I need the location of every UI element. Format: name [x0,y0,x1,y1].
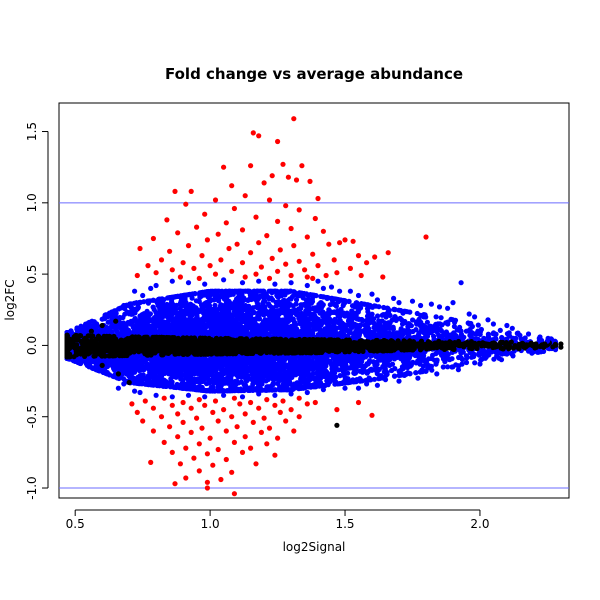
data-point [474,331,480,337]
data-point [469,323,475,330]
data-point [447,357,453,363]
data-point [437,321,443,327]
data-point [413,370,419,376]
data-point [514,330,520,336]
data-point [293,301,299,307]
data-point [91,319,97,325]
data-point [478,326,484,333]
data-point [461,334,467,340]
data-point [451,330,457,336]
data-point [429,367,435,373]
data-point [475,322,481,328]
data-point [151,307,157,313]
chart-title: Fold change vs average abundance [165,65,463,83]
data-point [375,313,381,319]
data-point [331,318,337,324]
data-point [316,324,322,330]
data-point [442,359,448,365]
plot-area-frame [58,102,570,499]
data-point [433,314,439,320]
data-point [305,303,311,309]
data-point [389,361,396,367]
data-point [255,288,261,294]
data-point [364,319,370,325]
data-point [249,384,255,390]
data-point [438,315,444,321]
data-point [485,331,491,337]
data-point [298,305,304,312]
data-point [346,298,352,305]
series-blue-band [64,288,559,394]
data-point [212,302,218,308]
data-point [413,360,419,366]
data-point [434,357,440,363]
data-point [376,304,382,310]
data-point [192,291,198,297]
data-point [337,373,343,379]
reference-lines [59,202,569,489]
data-point [497,327,503,333]
